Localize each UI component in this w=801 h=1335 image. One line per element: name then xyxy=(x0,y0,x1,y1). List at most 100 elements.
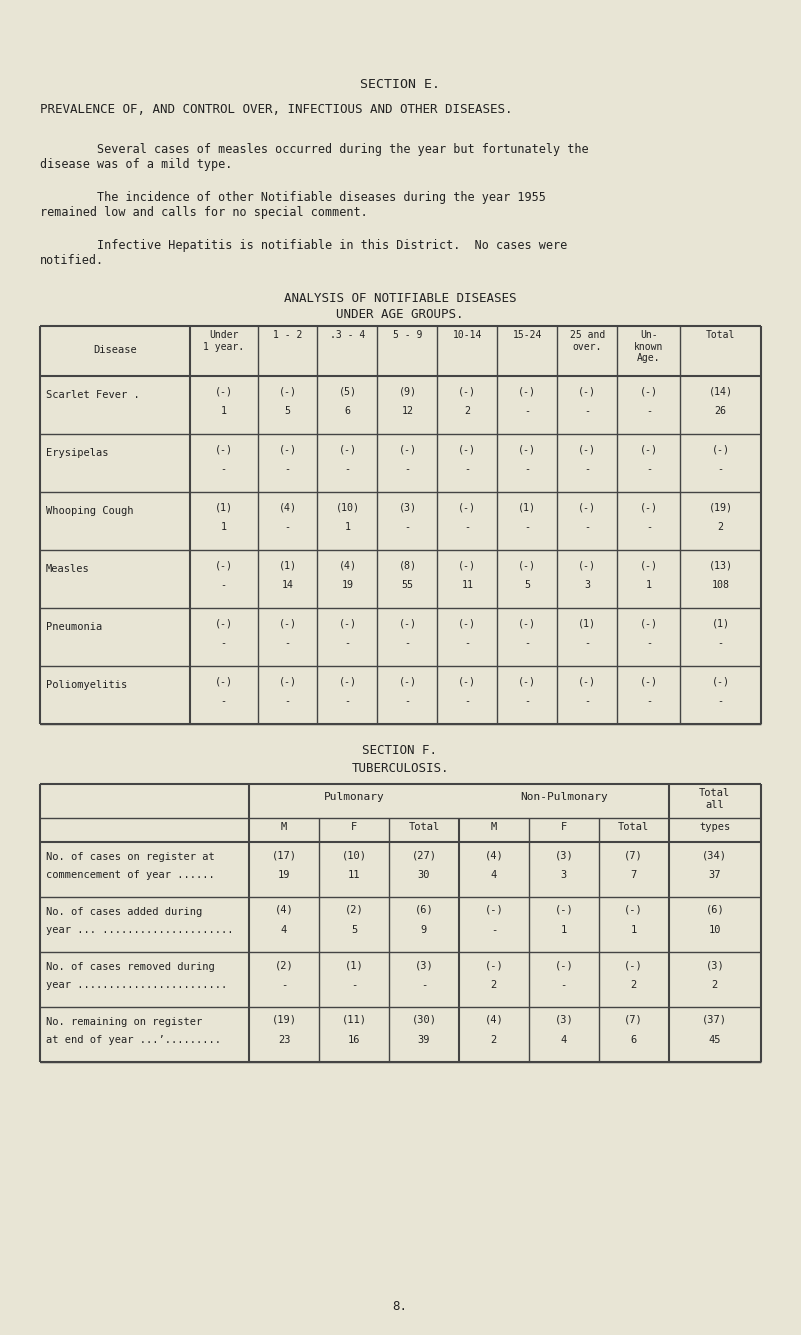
Text: remained low and calls for no special comment.: remained low and calls for no special co… xyxy=(40,206,368,219)
Text: types: types xyxy=(699,822,731,832)
Text: 16: 16 xyxy=(348,1035,360,1045)
Text: (-): (-) xyxy=(458,386,477,396)
Text: 12: 12 xyxy=(401,406,413,417)
Text: (-): (-) xyxy=(554,905,574,914)
Text: -: - xyxy=(718,465,723,474)
Text: (14): (14) xyxy=(709,386,733,396)
Text: (-): (-) xyxy=(518,618,537,627)
Text: (-): (-) xyxy=(279,386,296,396)
Text: -: - xyxy=(491,925,497,934)
Text: 1: 1 xyxy=(630,925,637,934)
Text: (-): (-) xyxy=(339,445,356,454)
Text: (-): (-) xyxy=(624,960,643,971)
Text: 10-14: 10-14 xyxy=(453,330,482,340)
Text: -: - xyxy=(284,522,291,533)
Text: Un-
known
Age.: Un- known Age. xyxy=(634,330,663,363)
Text: 2: 2 xyxy=(491,980,497,991)
Text: -: - xyxy=(421,980,427,991)
Text: (-): (-) xyxy=(578,502,596,513)
Text: 26: 26 xyxy=(714,406,727,417)
Text: year ... .....................: year ... ..................... xyxy=(46,925,234,934)
Text: (-): (-) xyxy=(279,445,296,454)
Text: -: - xyxy=(284,696,291,706)
Text: -: - xyxy=(221,579,227,590)
Text: (3): (3) xyxy=(554,1015,574,1025)
Text: PREVALENCE OF, AND CONTROL OVER, INFECTIOUS AND OTHER DISEASES.: PREVALENCE OF, AND CONTROL OVER, INFECTI… xyxy=(40,103,513,116)
Text: (4): (4) xyxy=(279,502,296,513)
Text: M: M xyxy=(491,822,497,832)
Text: -: - xyxy=(221,638,227,647)
Text: (-): (-) xyxy=(518,386,537,396)
Text: Under
1 year.: Under 1 year. xyxy=(203,330,244,351)
Text: Whooping Cough: Whooping Cough xyxy=(46,506,134,517)
Text: (-): (-) xyxy=(279,618,296,627)
Text: (1): (1) xyxy=(215,502,233,513)
Text: at end of year ...’.........: at end of year ...’......... xyxy=(46,1035,221,1045)
Text: (-): (-) xyxy=(578,445,596,454)
Text: (-): (-) xyxy=(640,618,658,627)
Text: (-): (-) xyxy=(640,386,658,396)
Text: (-): (-) xyxy=(578,559,596,570)
Text: disease was of a mild type.: disease was of a mild type. xyxy=(40,158,232,171)
Text: (5): (5) xyxy=(339,386,356,396)
Text: 6: 6 xyxy=(344,406,351,417)
Text: 108: 108 xyxy=(711,579,730,590)
Text: Pulmonary: Pulmonary xyxy=(324,792,384,802)
Text: (19): (19) xyxy=(272,1015,296,1025)
Text: -: - xyxy=(344,465,351,474)
Text: (3): (3) xyxy=(706,960,724,971)
Text: 8.: 8. xyxy=(392,1300,408,1314)
Text: (-): (-) xyxy=(215,618,233,627)
Text: (-): (-) xyxy=(640,502,658,513)
Text: 4: 4 xyxy=(561,1035,567,1045)
Text: 39: 39 xyxy=(417,1035,430,1045)
Text: 11: 11 xyxy=(461,579,473,590)
Text: 19: 19 xyxy=(278,870,290,880)
Text: (7): (7) xyxy=(624,1015,643,1025)
Text: 19: 19 xyxy=(341,579,353,590)
Text: 9: 9 xyxy=(421,925,427,934)
Text: No. remaining on register: No. remaining on register xyxy=(46,1017,202,1027)
Text: Measles: Measles xyxy=(46,563,90,574)
Text: SECTION E.: SECTION E. xyxy=(360,77,440,91)
Text: (27): (27) xyxy=(412,850,437,860)
Text: (-): (-) xyxy=(458,559,477,570)
Text: (4): (4) xyxy=(485,850,503,860)
Text: (-): (-) xyxy=(279,676,296,686)
Text: 7: 7 xyxy=(630,870,637,880)
Text: (-): (-) xyxy=(458,445,477,454)
Text: notified.: notified. xyxy=(40,254,104,267)
Text: (6): (6) xyxy=(415,905,433,914)
Text: (-): (-) xyxy=(398,618,417,627)
Text: F: F xyxy=(351,822,357,832)
Text: (-): (-) xyxy=(339,676,356,686)
Text: -: - xyxy=(646,406,652,417)
Text: (-): (-) xyxy=(339,618,356,627)
Text: (3): (3) xyxy=(554,850,574,860)
Text: (1): (1) xyxy=(711,618,730,627)
Text: Poliomyelitis: Poliomyelitis xyxy=(46,680,127,690)
Text: (13): (13) xyxy=(709,559,733,570)
Text: -: - xyxy=(405,465,410,474)
Text: 1: 1 xyxy=(221,406,227,417)
Text: -: - xyxy=(405,696,410,706)
Text: 1: 1 xyxy=(646,579,652,590)
Text: 5: 5 xyxy=(351,925,357,934)
Text: -: - xyxy=(584,696,590,706)
Text: -: - xyxy=(465,638,470,647)
Text: 2: 2 xyxy=(718,522,723,533)
Text: (8): (8) xyxy=(398,559,417,570)
Text: 6: 6 xyxy=(630,1035,637,1045)
Text: 37: 37 xyxy=(709,870,721,880)
Text: (-): (-) xyxy=(458,502,477,513)
Text: Total: Total xyxy=(409,822,440,832)
Text: 1: 1 xyxy=(561,925,567,934)
Text: (11): (11) xyxy=(341,1015,367,1025)
Text: ANALYSIS OF NOTIFIABLE DISEASES: ANALYSIS OF NOTIFIABLE DISEASES xyxy=(284,292,517,304)
Text: (1): (1) xyxy=(578,618,596,627)
Text: (-): (-) xyxy=(554,960,574,971)
Text: -: - xyxy=(284,465,291,474)
Text: 1: 1 xyxy=(221,522,227,533)
Text: 5 - 9: 5 - 9 xyxy=(392,330,422,340)
Text: (10): (10) xyxy=(341,850,367,860)
